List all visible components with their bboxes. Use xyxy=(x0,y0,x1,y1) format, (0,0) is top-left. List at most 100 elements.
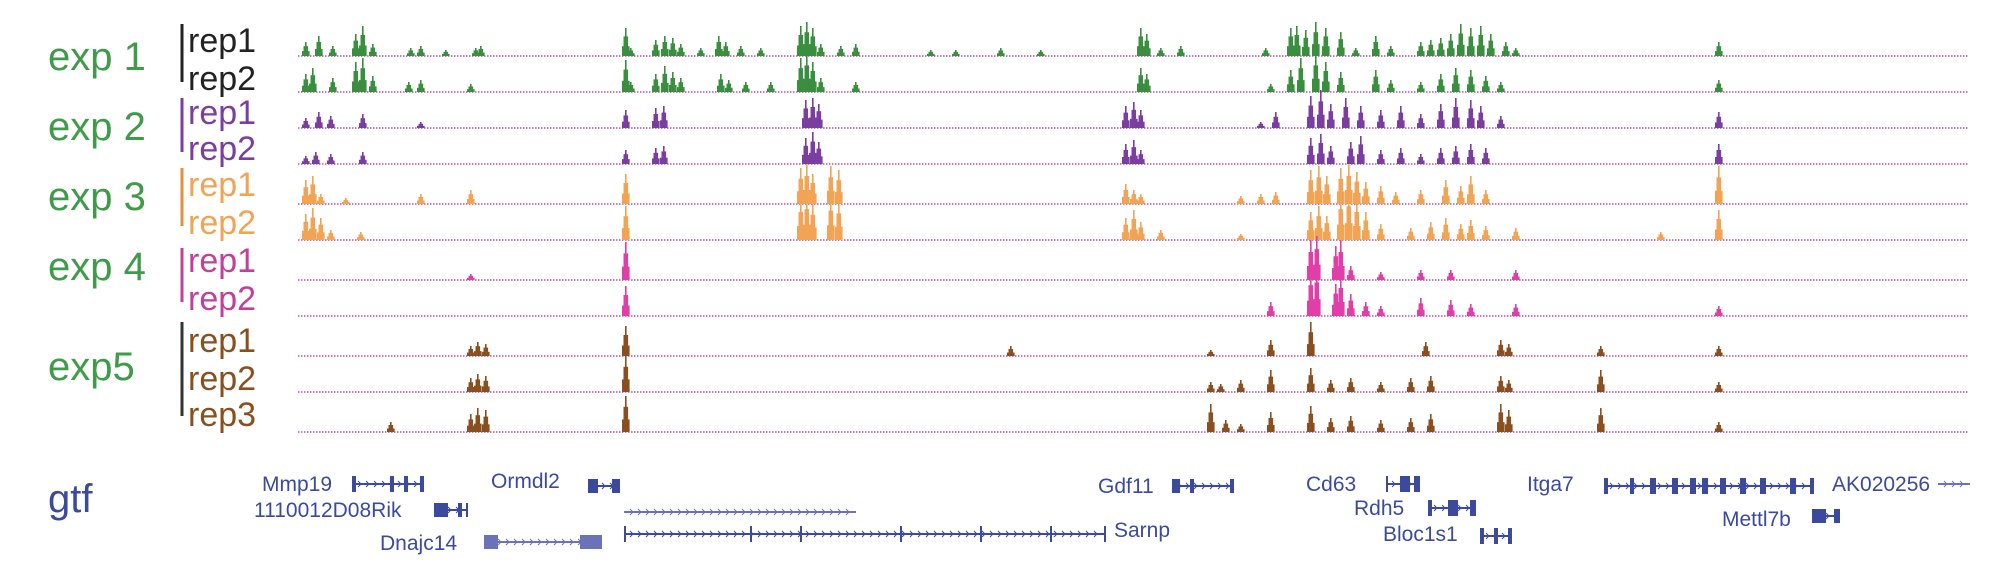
exp1-rep1-peak xyxy=(1458,33,1461,56)
exp3-rep1-peak xyxy=(305,180,307,204)
exp5-rep1-peak xyxy=(1428,351,1430,356)
exp5-rep1-peak xyxy=(475,346,478,356)
exp1-rep2-peak xyxy=(1455,68,1457,92)
exp4-rep2-peak xyxy=(1351,300,1354,316)
exp1-rep2-peak xyxy=(1503,88,1505,92)
exp1-rep1-peak xyxy=(628,50,631,56)
exp4-rep1-peak xyxy=(1341,252,1344,280)
strand-chevron xyxy=(829,530,834,538)
exp5-rep3-peak xyxy=(1413,427,1415,432)
exp3-rep1-peak xyxy=(623,183,626,204)
exp1-rep1-peak xyxy=(761,50,764,56)
strand-chevron xyxy=(789,530,794,538)
exp5-rep1-label: rep1 xyxy=(188,322,256,360)
exp5-rep3-peak xyxy=(1408,422,1411,432)
exp1-rep1-peak xyxy=(653,44,656,56)
exp3-rep2-peak xyxy=(1133,210,1135,240)
exp3-rep1-peak xyxy=(468,194,471,204)
exp3-rep2-peak xyxy=(807,209,810,240)
exp2-rep1-peak xyxy=(1423,123,1425,128)
exp1-rep2-peak xyxy=(623,69,626,92)
exp5-rep2-peak xyxy=(1503,386,1505,392)
exp5-rep1-peak xyxy=(470,346,472,356)
exp5-rep3-peak xyxy=(391,425,394,432)
exp1-rep1-peak xyxy=(373,47,376,56)
exp5-rep3-peak xyxy=(1716,425,1719,432)
exp1-rep1-peak xyxy=(1448,40,1451,56)
strand-chevron xyxy=(1037,530,1042,538)
exp1-rep2-peak xyxy=(662,73,665,92)
exp3-rep2-peak xyxy=(1324,223,1327,240)
exp1-rep1-peak xyxy=(1266,50,1269,56)
exp1-rep2-peak xyxy=(359,80,361,92)
exp4-rep1-peak xyxy=(1308,252,1311,280)
exp4-rep2-peak xyxy=(1362,311,1364,316)
exp3-rep2-peak xyxy=(357,237,359,240)
exp5-rep2-peak xyxy=(468,382,471,392)
exp2-rep2-peak xyxy=(308,161,310,164)
exp1-rep1-peak xyxy=(741,49,744,56)
exp5-rep2-peak xyxy=(473,387,475,392)
exp5-rep2-peak xyxy=(1427,386,1429,392)
exp1-rep2-peak xyxy=(408,82,410,92)
exp3-rep1-peak xyxy=(1365,182,1367,204)
exp3-rep1-peak xyxy=(1398,199,1400,204)
exp1-rep2-peak xyxy=(1393,87,1395,92)
exp5-rep3-peak xyxy=(1270,412,1272,432)
strand-chevron xyxy=(1485,532,1490,540)
exp5-rep2-peak xyxy=(1433,386,1435,392)
exp5-rep3-peak xyxy=(1505,424,1507,432)
exp5-rep2-peak xyxy=(622,379,624,392)
exp3-rep2-peak xyxy=(798,212,801,240)
exp1-rep2-peak xyxy=(731,87,733,92)
exp5-rep3-peak xyxy=(1347,426,1349,432)
exp4-rep1-peak xyxy=(1381,274,1384,280)
exp1-rep1-peak xyxy=(1502,51,1504,56)
exp1-rep1-peak xyxy=(1337,47,1339,56)
exp2-rep1-peak xyxy=(1345,98,1347,128)
exp3-rep1-peak xyxy=(628,193,630,204)
exp5-rep3-peak xyxy=(1243,429,1245,432)
exp3-rep2-peak xyxy=(1240,234,1242,240)
exp2-rep1-peak xyxy=(656,114,659,128)
exp2-rep2-peak xyxy=(1483,152,1486,164)
exp2-rep1-peak xyxy=(1453,107,1456,128)
exp3-rep2-peak xyxy=(1413,235,1415,240)
exp2-label: exp 2 xyxy=(48,105,146,149)
exp5-rep2-peak xyxy=(1715,388,1717,392)
exp1-rep2-peak xyxy=(665,73,668,92)
gene-exon xyxy=(458,503,462,517)
gene-exon xyxy=(484,535,498,549)
exp5-rep3-peak xyxy=(1721,428,1723,432)
gene-exon xyxy=(1190,479,1194,493)
exp2-rep1-peak xyxy=(1480,106,1482,128)
strand-chevron xyxy=(1959,480,1964,488)
gene-exon xyxy=(1760,478,1766,494)
exp1-rep2-peak xyxy=(1326,71,1329,92)
exp4-rep2-peak xyxy=(1368,311,1370,316)
exp3-rep1-peak xyxy=(1272,199,1274,204)
strand-chevron xyxy=(1077,530,1082,538)
strand-chevron xyxy=(1641,482,1646,490)
exp5-rep2-peak xyxy=(1500,376,1502,392)
strand-chevron xyxy=(773,530,778,538)
exp1-rep2-peak xyxy=(1437,85,1439,92)
exp5-rep3-peak xyxy=(1381,423,1384,432)
exp1-rep1-peak xyxy=(329,52,331,56)
exp5-rep1-peak xyxy=(1008,349,1011,356)
exp1-rep1-peak xyxy=(333,49,336,56)
exp1-rep1-peak xyxy=(1467,46,1469,56)
exp5-rep3-peak xyxy=(1330,418,1332,432)
exp1-rep1-peak xyxy=(305,42,307,56)
exp1-rep1-peak xyxy=(1001,50,1004,56)
exp1-rep1-peak xyxy=(958,53,960,56)
exp1-rep1-peak xyxy=(1146,34,1148,56)
exp1-rep2-peak xyxy=(800,58,802,92)
exp3-rep1-peak xyxy=(806,164,808,204)
exp1-rep2-peak xyxy=(308,85,310,92)
exp3-rep1-peak xyxy=(1378,191,1381,204)
exp5-rep1-peak xyxy=(1425,342,1427,356)
exp5-rep1-peak xyxy=(1308,332,1311,356)
exp1-rep1-peak xyxy=(652,50,654,56)
exp1-rep2-peak xyxy=(655,74,657,92)
